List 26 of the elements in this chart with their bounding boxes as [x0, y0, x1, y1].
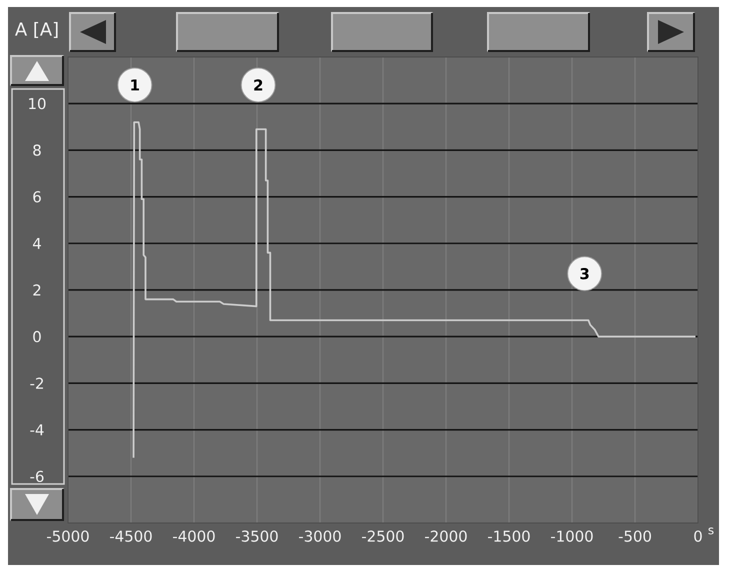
y-tick-label: 4: [32, 238, 41, 249]
x-tick-label: -3500: [236, 530, 278, 542]
y-tick-label: -4: [30, 424, 44, 436]
x-tick-label: -5000: [47, 530, 89, 542]
y-tick-label: -6: [30, 470, 44, 482]
y-tick-label: 8: [33, 144, 41, 156]
y-tick-label: 10: [29, 98, 46, 110]
line-series: [132, 121, 696, 459]
y-tick-label: 0: [33, 330, 41, 342]
annotation: 2: [254, 79, 262, 90]
x-tick-label: -4500: [110, 530, 152, 542]
x-tick-label: -3000: [299, 530, 341, 542]
x-tick-label: -2500: [362, 530, 404, 542]
x-tick-label: 0: [694, 530, 702, 542]
x-tick-label: -1500: [488, 530, 530, 542]
y-tick-label: -2: [30, 378, 43, 389]
x-tick-label: -1000: [551, 530, 593, 542]
y-axis-title: A [A]: [15, 22, 58, 38]
y-tick-label: 6: [33, 191, 41, 202]
x-tick-label: -500: [618, 530, 651, 542]
annotation: 3: [580, 268, 589, 280]
x-axis-title: s: [708, 528, 714, 534]
annotation: 1: [131, 80, 139, 90]
x-tick-label: -2000: [425, 530, 467, 542]
x-tick-label: -4000: [173, 530, 215, 542]
y-tick-label: 2: [33, 284, 40, 296]
